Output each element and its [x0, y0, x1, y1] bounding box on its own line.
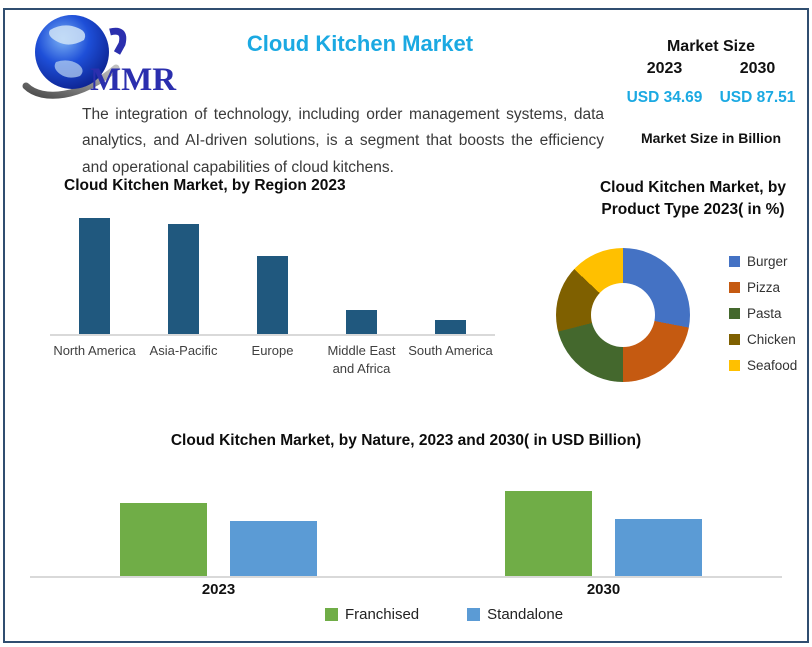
region-chart-title: Cloud Kitchen Market, by Region 2023 [64, 177, 346, 194]
legend-swatch-seafood [729, 360, 740, 371]
legend-swatch-burger [729, 256, 740, 267]
swoosh-icon [22, 64, 120, 99]
axis-label-asia-pacific: Asia-Pacific [149, 343, 218, 358]
logo-text: MMR [90, 62, 177, 98]
year-2023-label: 2023 [646, 60, 683, 77]
mmr-logo: MMR [20, 10, 180, 102]
intro-paragraph: The integration of technology, including… [82, 105, 604, 176]
bar-group-2030 [505, 491, 702, 576]
market-size-heading: Market Size [666, 38, 756, 55]
nature-chart-title: Cloud Kitchen Market, by Nature, 2023 an… [170, 432, 642, 449]
legend-item-standalone: Standalone [467, 606, 563, 623]
bar-south-america [435, 320, 466, 334]
page-border [3, 8, 809, 643]
axis-label-middle-east-and-africa: Middle East and Africa [327, 343, 396, 377]
value-2023: USD 34.69 [626, 89, 703, 106]
x-axis-label-2023: 2023 [201, 581, 236, 598]
logo-swirl [109, 27, 127, 55]
nature-legend: Franchised Standalone [38, 606, 812, 623]
legend-swatch-pizza [729, 282, 740, 293]
axis-label-south-america: South America [408, 343, 493, 358]
market-size-values: USD 34.69 USD 87.51 [618, 89, 804, 107]
bar-europe [257, 256, 288, 334]
legend-item-franchised: Franchised [324, 606, 420, 623]
legend-label: Chicken [747, 332, 796, 347]
globe-landmass [54, 60, 83, 78]
legend-label: Burger [747, 254, 788, 269]
globe-landmass [49, 25, 86, 45]
bar-standalone-2023 [230, 521, 317, 576]
legend-label: Seafood [747, 358, 798, 373]
bar-standalone-2030 [615, 519, 702, 576]
product-type-legend: Burger Pizza Pasta Chicken Seafood [729, 254, 797, 373]
legend-item-burger: Burger [729, 254, 797, 269]
axis-label-europe: Europe [251, 343, 294, 358]
region-bar-slot [317, 310, 406, 334]
legend-label: Pasta [747, 306, 782, 321]
year-2030-label: 2030 [739, 60, 776, 77]
nature-bar-chart [30, 490, 782, 578]
market-size-unit-note: Market Size in Billion [640, 130, 782, 146]
market-size-panel: Market Size 2023 2030 USD 34.69 USD 87.5… [618, 38, 804, 146]
bar-franchised-2030 [505, 491, 592, 576]
region-bar-slot [50, 218, 139, 334]
bar-group-2023 [120, 503, 317, 576]
bar-middle-east-and-africa [346, 310, 377, 334]
region-bar-slot [228, 256, 317, 334]
value-2030: USD 87.51 [719, 89, 796, 106]
product-type-chart-title: Cloud Kitchen Market, by Product Type 20… [599, 179, 787, 218]
region-bar-slot [139, 224, 228, 334]
legend-item-pasta: Pasta [729, 306, 797, 321]
bar-asia-pacific [168, 224, 199, 334]
bar-north-america [79, 218, 110, 334]
product-type-donut-chart [556, 248, 690, 382]
legend-item-chicken: Chicken [729, 332, 797, 347]
x-axis-label-2030: 2030 [586, 581, 621, 598]
bar-franchised-2023 [120, 503, 207, 576]
legend-swatch-franchised [324, 608, 338, 621]
legend-item-seafood: Seafood [729, 358, 797, 373]
region-axis-labels: North America Asia-Pacific Europe Middle Ea… [50, 342, 495, 378]
globe-logo-graphic: MMR [22, 15, 177, 99]
legend-swatch-chicken [729, 334, 740, 345]
legend-swatch-standalone [467, 608, 481, 621]
legend-label: Pizza [747, 280, 781, 295]
region-bar-chart [50, 210, 495, 336]
legend-label: Standalone [487, 606, 564, 623]
axis-label-north-america: North America [53, 343, 136, 358]
legend-label: Franchised [344, 606, 420, 623]
legend-item-pizza: Pizza [729, 280, 797, 295]
legend-swatch-pasta [729, 308, 740, 319]
market-size-years: 2023 2030 [618, 60, 804, 78]
page-title: Cloud Kitchen Market [246, 31, 474, 56]
region-bar-slot [406, 320, 495, 334]
